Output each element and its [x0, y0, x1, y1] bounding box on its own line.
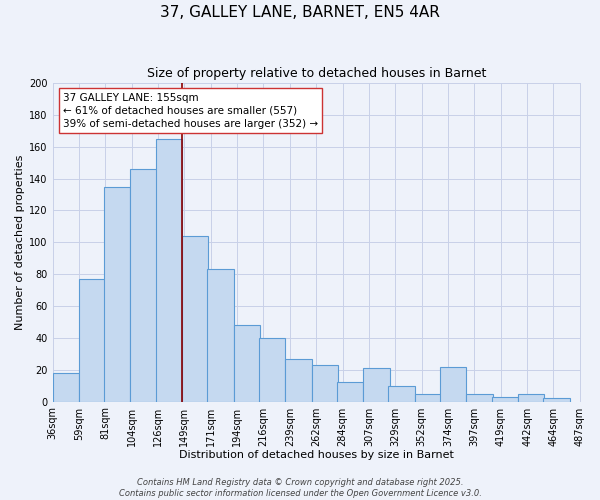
Bar [415, 394, 441, 402]
Bar [388, 386, 415, 402]
Bar [440, 366, 466, 402]
Bar [285, 358, 311, 402]
Y-axis label: Number of detached properties: Number of detached properties [15, 154, 25, 330]
X-axis label: Distribution of detached houses by size in Barnet: Distribution of detached houses by size … [179, 450, 454, 460]
Bar [491, 397, 518, 402]
Bar [543, 398, 569, 402]
Bar [337, 382, 363, 402]
Bar [466, 394, 493, 402]
Bar [53, 373, 79, 402]
Bar [156, 139, 182, 402]
Bar [259, 338, 285, 402]
Bar [311, 365, 338, 402]
Title: Size of property relative to detached houses in Barnet: Size of property relative to detached ho… [147, 68, 487, 80]
Bar [104, 186, 130, 402]
Bar [363, 368, 389, 402]
Bar [518, 394, 544, 402]
Text: 37 GALLEY LANE: 155sqm
← 61% of detached houses are smaller (557)
39% of semi-de: 37 GALLEY LANE: 155sqm ← 61% of detached… [63, 92, 318, 129]
Bar [207, 270, 233, 402]
Bar [182, 236, 208, 402]
Bar [233, 325, 260, 402]
Text: 37, GALLEY LANE, BARNET, EN5 4AR: 37, GALLEY LANE, BARNET, EN5 4AR [160, 5, 440, 20]
Bar [79, 279, 105, 402]
Text: Contains HM Land Registry data © Crown copyright and database right 2025.
Contai: Contains HM Land Registry data © Crown c… [119, 478, 481, 498]
Bar [130, 169, 157, 402]
